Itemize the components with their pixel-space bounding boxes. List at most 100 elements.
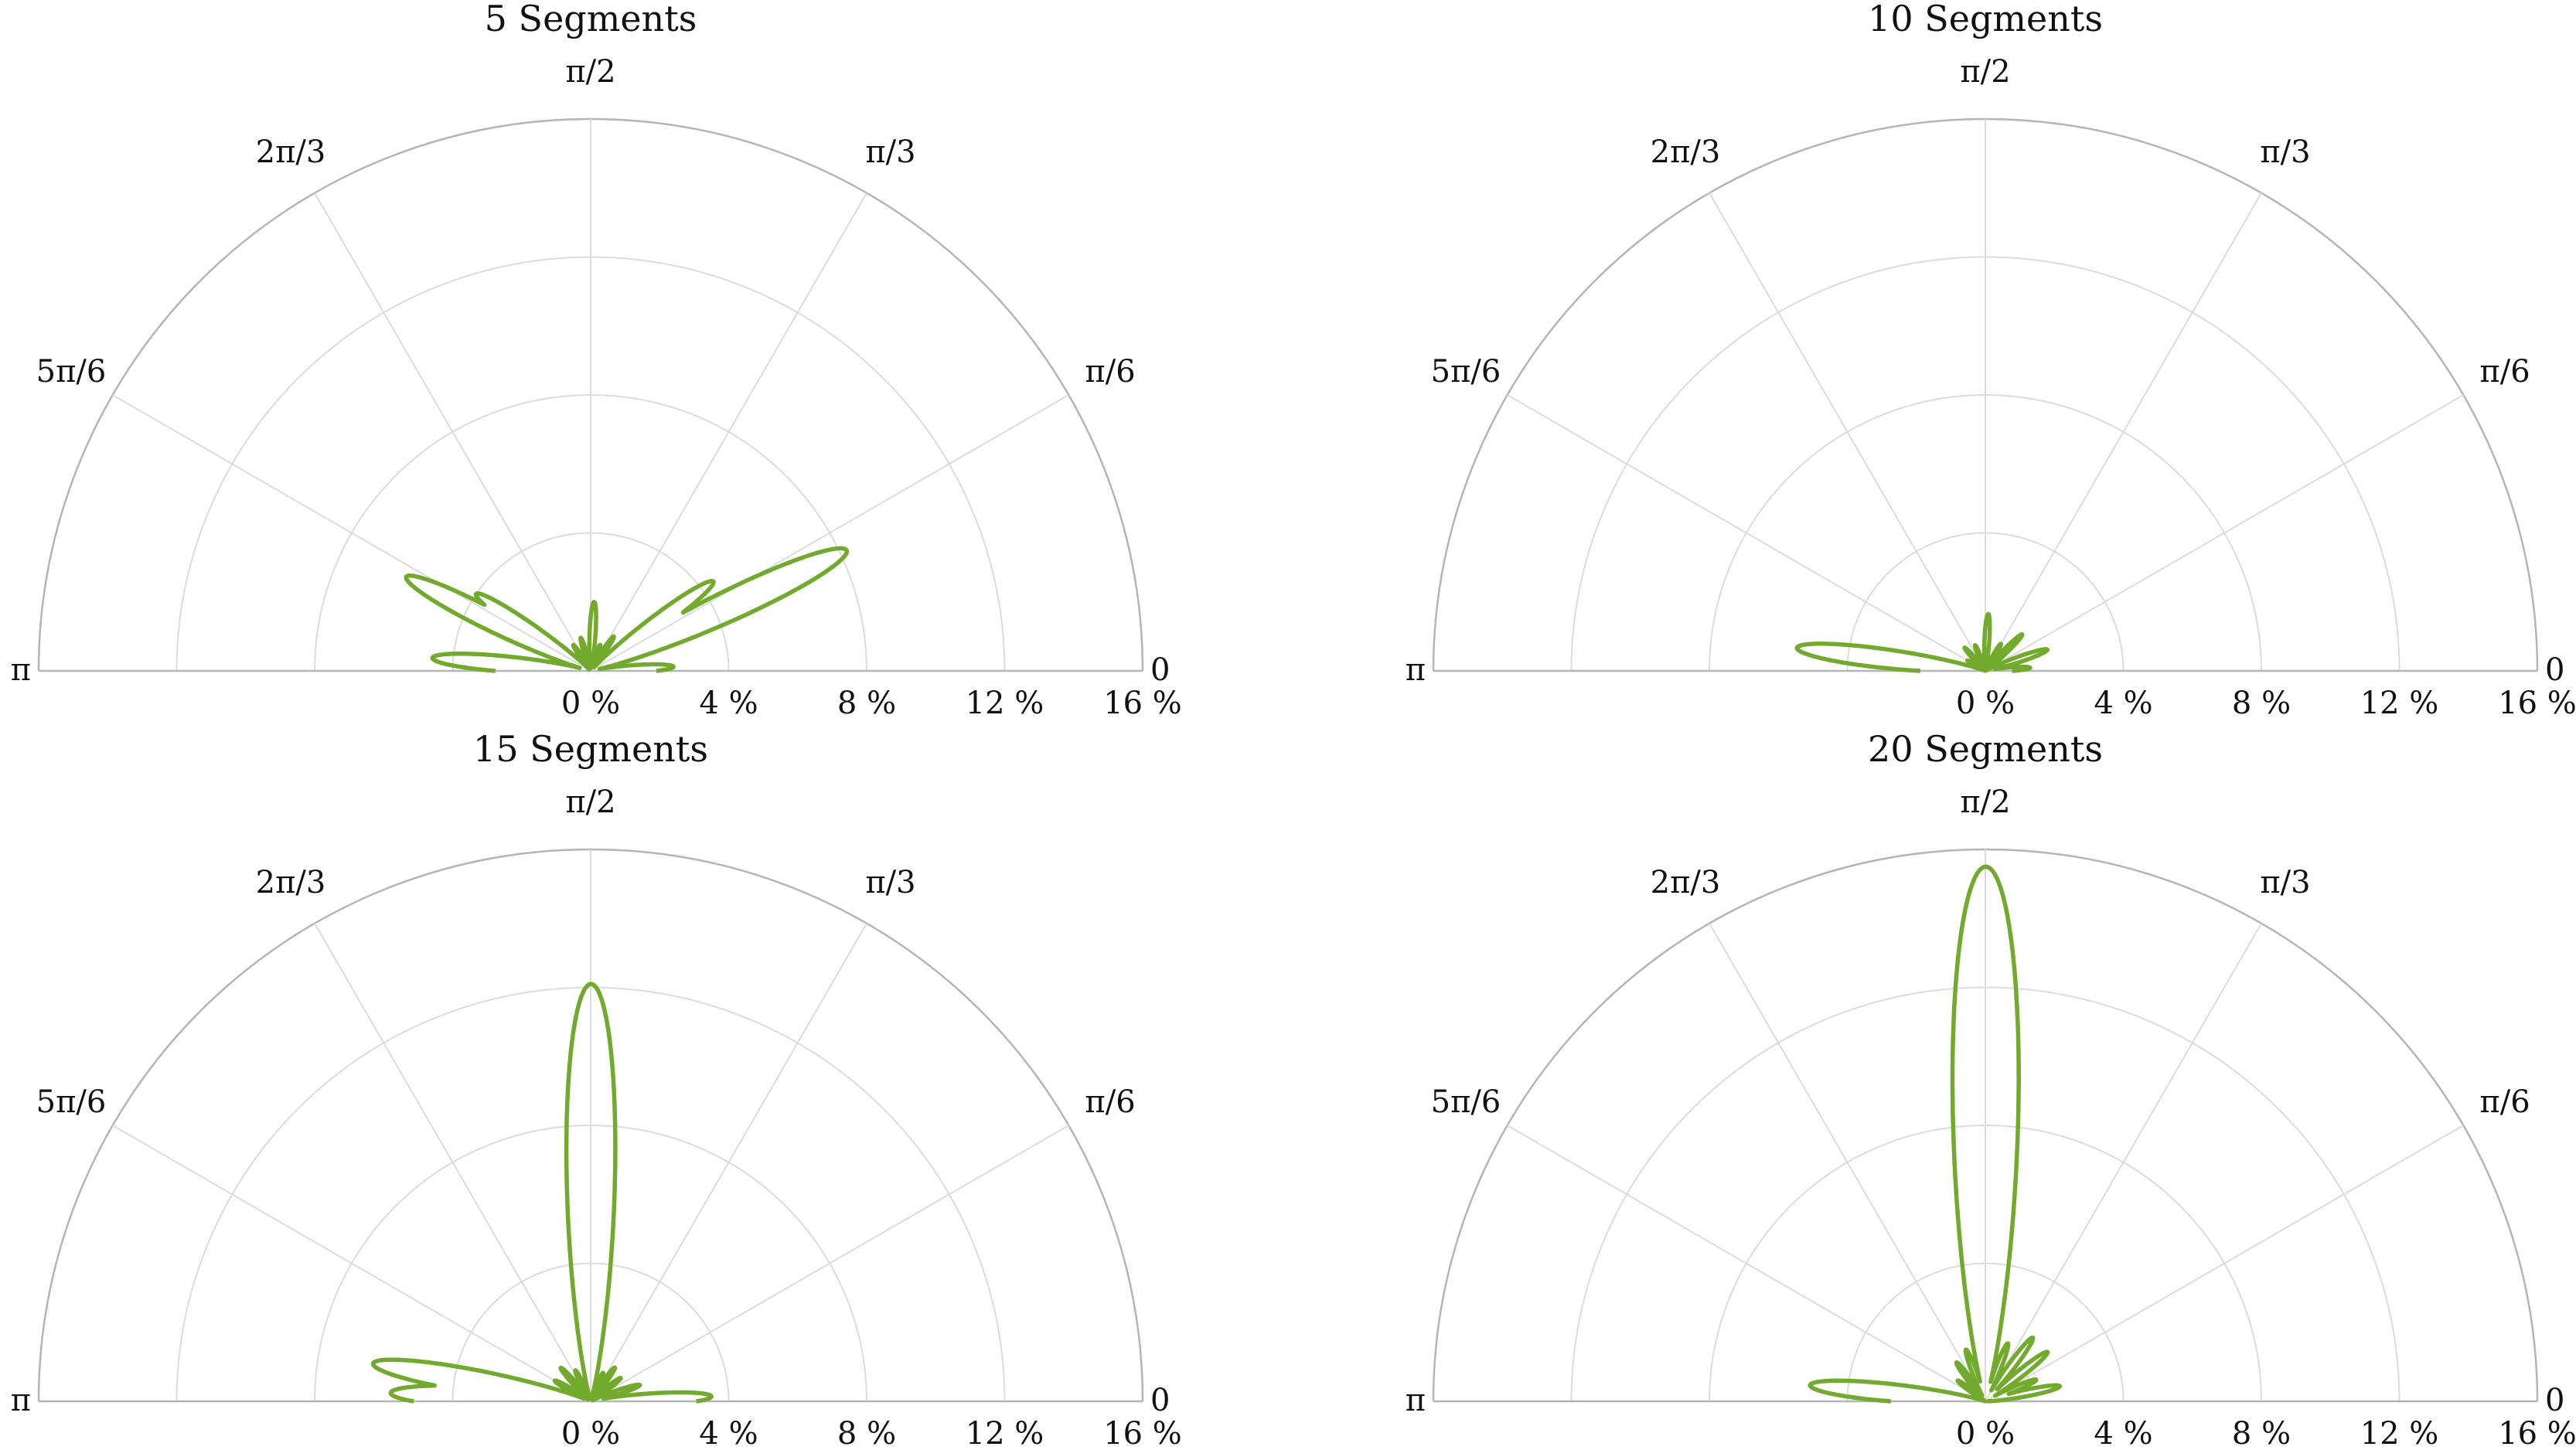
lobe-peak-point: [601, 1370, 605, 1375]
series-line: [1808, 864, 2062, 1404]
angle-tick-label: π/2: [565, 785, 615, 820]
radial-tick-label: 4 %: [2094, 686, 2152, 721]
lobe-peak-point: [1954, 1360, 1959, 1365]
angle-spoke: [1985, 394, 2464, 672]
lobe-peak-point: [1985, 611, 1991, 617]
radial-tick-label: 8 %: [2232, 686, 2291, 721]
lobe-peak-point: [2028, 665, 2033, 670]
lobe-peak-point: [2033, 1377, 2039, 1382]
angle-tick-label: π/2: [565, 54, 615, 90]
lobe-peak-point: [598, 642, 603, 648]
lobe-peak-point: [578, 635, 584, 641]
lobe-peak-point: [710, 579, 716, 584]
lobe-peak-point: [1983, 864, 1988, 870]
series-line: [404, 546, 850, 673]
radial-tick-label: 16 %: [2498, 1416, 2576, 1450]
angle-tick-label: 5π/6: [36, 354, 107, 390]
radial-tick-label: 0 %: [1956, 686, 2015, 721]
lobe-peak-point: [2030, 1335, 2036, 1340]
angle-spoke: [1507, 1125, 1986, 1402]
radial-tick-label: 4 %: [2094, 1416, 2152, 1450]
angle-tick-label: π: [11, 652, 31, 688]
lobe-peak-point: [430, 655, 435, 661]
angle-tick-label: 2π/3: [1651, 865, 1721, 900]
radial-tick-label: 12 %: [966, 1416, 1044, 1450]
lobe-peak-point: [709, 1394, 714, 1399]
angle-spoke: [590, 192, 867, 672]
angle-tick-label: 5π/6: [36, 1084, 107, 1120]
series-line: [1794, 611, 2050, 673]
radial-tick-label: 16 %: [1103, 686, 1182, 721]
lobe-peak-point: [612, 634, 616, 639]
lobe-peak-point: [612, 1365, 617, 1370]
lobe-peak-point: [1972, 643, 1978, 648]
angle-spoke: [1709, 923, 1986, 1402]
lobe-peak-point: [571, 642, 576, 648]
radial-tick-label: 12 %: [2360, 686, 2439, 721]
polar-panel-1: 5 Segments 0 π/6 π/3 π/2 2π/3 5π/6 π 0 % 4 % 8 % 12…: [11, 0, 1182, 721]
angle-spoke: [1985, 1125, 2464, 1402]
angle-spoke: [1507, 394, 1986, 672]
lobe-peak-point: [1962, 645, 1968, 650]
angle-spoke: [1985, 923, 2262, 1402]
lobe-peak-point: [404, 574, 409, 580]
radial-tick-label: 8 %: [837, 1416, 896, 1450]
lobe-peak-point: [370, 1361, 376, 1367]
angle-spoke: [112, 394, 591, 672]
angle-tick-label: 2π/3: [1651, 134, 1721, 170]
lobe-peak-point: [844, 548, 849, 553]
radial-tick-label: 0 %: [1956, 1416, 2015, 1450]
polar-panel-4: 20 Segments 0 π/6 π/3 π/2 2π/3 5π/6 π 0 % 4 % 8 % 1…: [1406, 728, 2576, 1450]
panel-title: 5 Segments: [485, 0, 697, 39]
angle-tick-label: 0: [1150, 652, 1170, 688]
lobe-peak-point: [618, 1376, 623, 1380]
radial-tick-label: 8 %: [2232, 1416, 2291, 1450]
lobe-peak-point: [388, 1390, 394, 1396]
radial-tick-label: 4 %: [699, 1416, 758, 1450]
lobe-peak-point: [474, 591, 479, 597]
angle-tick-label: π: [1406, 1383, 1426, 1418]
lobe-peak-point: [552, 1378, 557, 1384]
angle-spoke: [590, 923, 867, 1402]
angle-tick-label: π/2: [1960, 54, 2010, 90]
panel-title: 20 Segments: [1868, 728, 2103, 770]
lobe-peak-point: [588, 982, 594, 986]
angle-tick-label: π/6: [1085, 354, 1135, 390]
angle-tick-label: π/6: [2479, 354, 2530, 390]
angle-spoke: [590, 394, 1069, 672]
radial-tick-label: 0 %: [561, 686, 620, 721]
lobe-peak-point: [591, 600, 597, 604]
angle-spoke: [1985, 192, 2262, 672]
angle-spoke: [1709, 192, 1986, 672]
lobe-peak-point: [573, 1368, 578, 1373]
angle-tick-label: 2π/3: [256, 134, 326, 170]
lobe-peak-point: [2045, 647, 2050, 652]
series-line: [370, 982, 714, 1404]
radial-tick-label: 16 %: [2498, 686, 2576, 721]
polar-panel-3: 15 Segments 0 π/6 π/3 π/2 2π/3 5π/6 π 0 % 4 % 8 % 1…: [11, 728, 1182, 1450]
angle-tick-label: π: [11, 1383, 31, 1418]
lobe-peak-point: [2045, 1350, 2050, 1355]
lobe-peak-point: [2019, 632, 2025, 637]
angle-spoke: [314, 192, 591, 672]
angle-spoke: [590, 1125, 1069, 1402]
panel-title: 15 Segments: [473, 728, 708, 770]
angle-tick-label: π: [1406, 652, 1426, 688]
angle-spoke: [314, 923, 591, 1402]
lobe-peak-point: [1808, 1383, 1813, 1387]
angle-tick-label: π/3: [865, 865, 915, 900]
lobe-peak-point: [637, 1383, 642, 1387]
polar-panel-2: 10 Segments 0 π/6 π/3 π/2 2π/3 5π/6 π 0 % 4 % 8 % 1…: [1406, 0, 2576, 721]
lobe-peak-point: [1794, 645, 1800, 651]
lobe-peak-point: [1964, 1347, 1968, 1352]
angle-tick-label: 2π/3: [256, 865, 326, 900]
angle-tick-label: π/3: [2260, 134, 2310, 170]
lobe-peak-point: [1998, 642, 2003, 646]
angle-tick-label: 0: [1150, 1383, 1170, 1418]
radial-tick-label: 8 %: [837, 686, 896, 721]
lobe-peak-point: [1964, 658, 1970, 663]
angle-tick-label: π/2: [1960, 785, 2010, 820]
angle-tick-label: 0: [2545, 652, 2564, 688]
radial-tick-label: 12 %: [2360, 1416, 2439, 1450]
